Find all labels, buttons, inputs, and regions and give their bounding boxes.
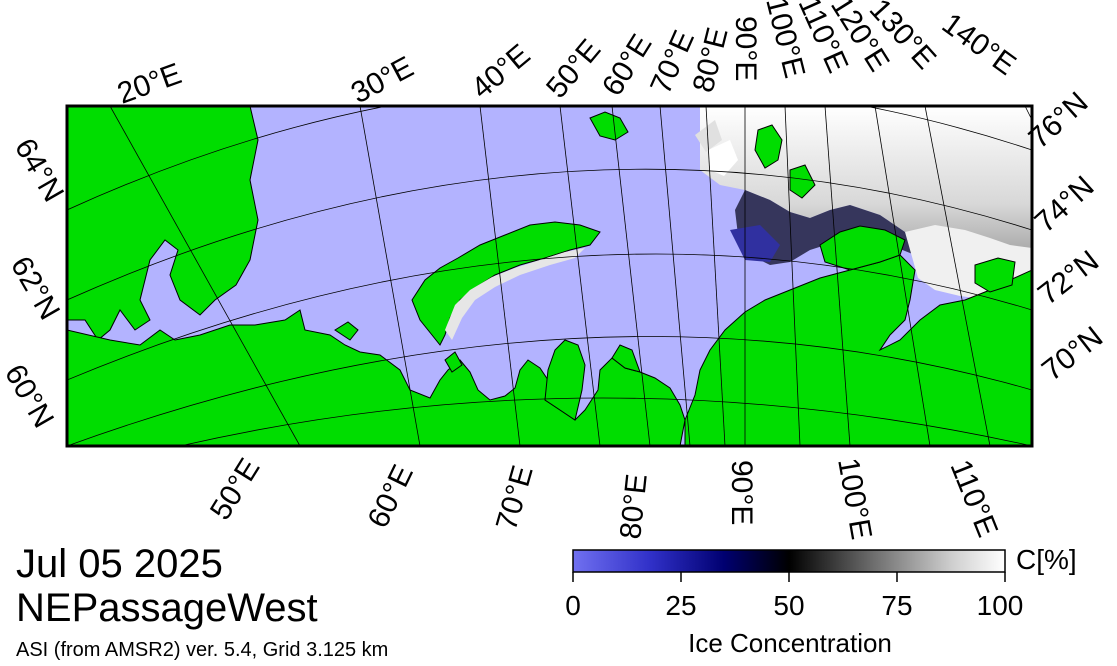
lon-label-top: 60°E bbox=[596, 29, 659, 102]
sea-ice-area bbox=[695, 106, 1032, 300]
lon-label-bottom: 100°E bbox=[831, 455, 878, 542]
longitude-labels-bottom: 50°E 60°E 70°E 80°E 90°E 100°E 110°E bbox=[204, 453, 1004, 542]
lon-label-top: 80°E bbox=[687, 24, 735, 95]
colorbar-tick-label: 25 bbox=[665, 590, 697, 621]
region-title: NEPassageWest bbox=[16, 586, 318, 630]
colorbar-tick-label: 0 bbox=[565, 590, 581, 621]
colorbar-tick-label: 50 bbox=[773, 590, 805, 621]
colorbar bbox=[572, 549, 1006, 582]
lon-label-bottom: 80°E bbox=[614, 472, 654, 540]
map-panel bbox=[67, 106, 1032, 446]
land-severnaya-zemlya bbox=[754, 124, 783, 169]
lon-label-bottom: 50°E bbox=[204, 453, 267, 526]
lon-label-top: 30°E bbox=[346, 50, 419, 110]
land-franz-josef bbox=[589, 111, 629, 141]
source-note: ASI (from AMSR2) ver. 5.4, Grid 3.125 km bbox=[16, 639, 389, 661]
land-taimyr bbox=[819, 225, 906, 271]
lon-label-top: 20°E bbox=[113, 57, 186, 110]
land-vaygach bbox=[444, 351, 463, 373]
date-title: Jul 05 2025 bbox=[16, 542, 223, 586]
colorbar-tick-label: 100 bbox=[976, 590, 1024, 621]
land-novaya-zemlya bbox=[411, 221, 601, 346]
lon-label-bottom: 110°E bbox=[944, 455, 1005, 541]
lon-label-top: 50°E bbox=[540, 33, 607, 104]
latitude-labels-right: 76°N 74°N 72°N 70°N bbox=[1023, 86, 1110, 388]
lat-label-right: 70°N bbox=[1036, 320, 1109, 387]
land-areas bbox=[67, 106, 1032, 446]
lat-label-right: 72°N bbox=[1032, 244, 1105, 311]
land-scandinavia bbox=[67, 106, 259, 341]
colorbar-unit-label: C[%] bbox=[1016, 544, 1077, 575]
lat-label-left: 62°N bbox=[4, 251, 66, 326]
glacier-novaya-zemlya bbox=[445, 248, 585, 340]
longitude-labels-top: 20°E 30°E 40°E 50°E 60°E 70°E 80°E 90°E … bbox=[113, 0, 1022, 111]
colorbar-tick-label: 75 bbox=[881, 590, 913, 621]
lat-label-right: 74°N bbox=[1029, 170, 1101, 239]
land-new-siberian bbox=[974, 257, 1016, 293]
land-yamal bbox=[544, 339, 586, 421]
lat-label-left: 60°N bbox=[0, 359, 60, 434]
lon-label-bottom: 70°E bbox=[490, 462, 540, 534]
lon-label-bottom: 90°E bbox=[725, 460, 758, 525]
lat-label-left: 64°N bbox=[8, 133, 70, 208]
latitude-labels-left: 64°N 62°N 60°N bbox=[0, 133, 70, 434]
lon-label-top: 40°E bbox=[465, 38, 536, 105]
map-frame bbox=[65, 104, 1034, 448]
land-severnaya-zemlya-south bbox=[789, 164, 816, 199]
colorbar-gradient bbox=[572, 549, 1006, 573]
lon-label-top: 90°E bbox=[729, 16, 762, 81]
land-gydan bbox=[611, 344, 641, 373]
graticule bbox=[67, 106, 1032, 446]
land-kolguev bbox=[334, 321, 359, 341]
lon-label-top: 140°E bbox=[936, 7, 1022, 82]
lon-label-bottom: 60°E bbox=[362, 460, 420, 533]
colorbar-title: Ice Concentration bbox=[688, 628, 892, 658]
